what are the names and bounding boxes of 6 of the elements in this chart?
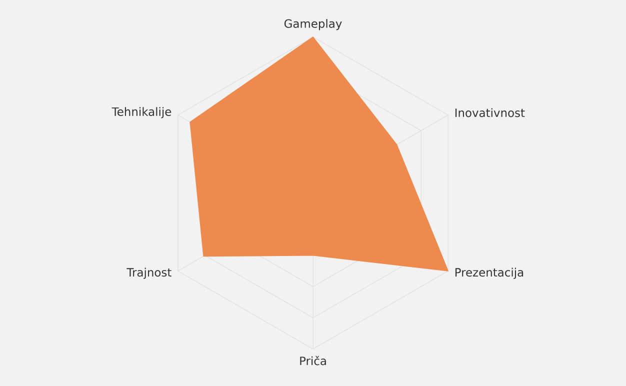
spoke-label: Tehnikalije	[112, 107, 172, 118]
spoke-label: Inovativnost	[455, 108, 525, 118]
spoke-label: Priča	[300, 356, 326, 366]
spoke-label: Gameplay	[284, 19, 342, 30]
spoke-label: Prezentacija	[455, 268, 524, 279]
spoke-label: Trajnost	[126, 268, 172, 279]
